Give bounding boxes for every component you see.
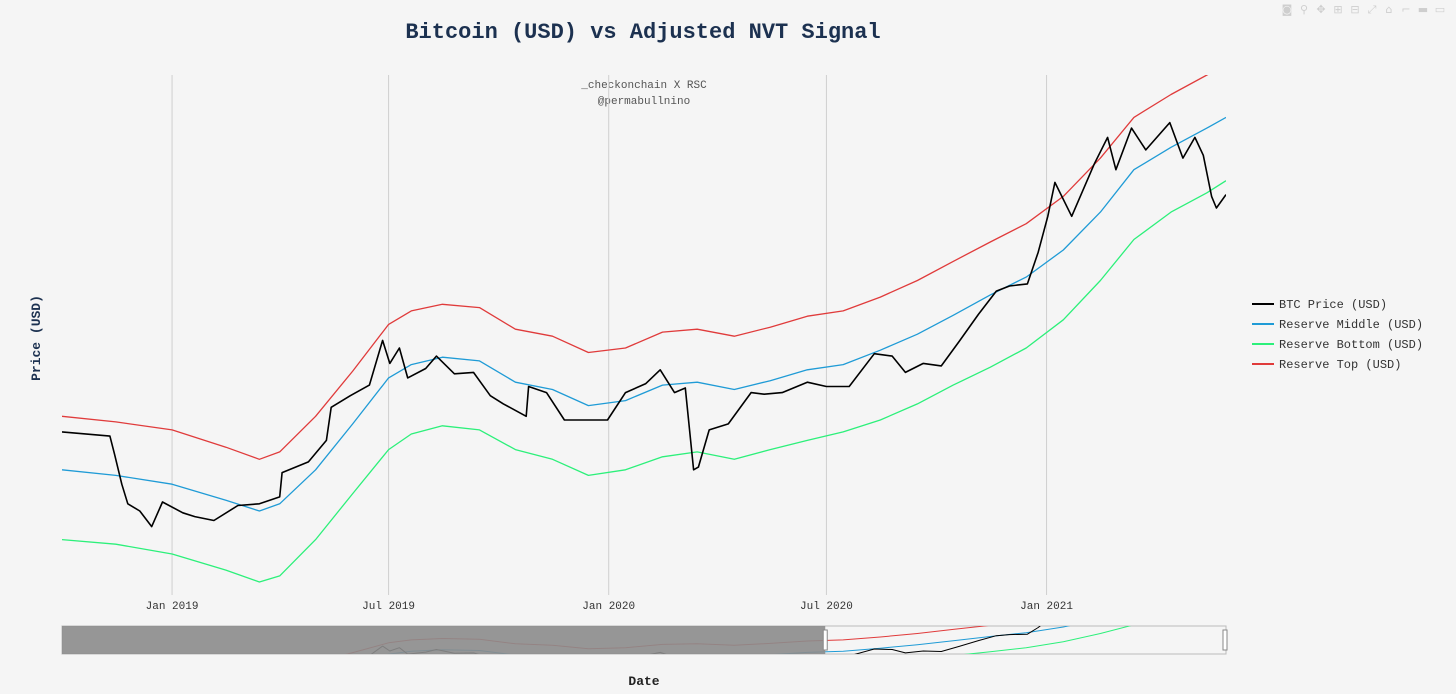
slider-reserve-bottom-usd-line	[963, 626, 1132, 654]
chart-title: Bitcoin (USD) vs Adjusted NVT Signal	[405, 20, 880, 45]
legend-entry[interactable]: Reserve Top (USD)	[1279, 358, 1401, 372]
reserve-middle-usd-line	[62, 116, 1226, 512]
spike-lines-icon[interactable]: ⌐	[1401, 3, 1411, 16]
chart-annotation-line: @permabullnino	[598, 96, 690, 108]
legend-entry[interactable]: BTC Price (USD)	[1279, 298, 1387, 312]
btc-price-usd-line	[62, 121, 1226, 528]
chart-annotation-line: _checkonchain X RSC	[580, 80, 707, 92]
legend-entry[interactable]: Reserve Bottom (USD)	[1279, 338, 1423, 352]
reset-axes-icon[interactable]: ⌂	[1385, 3, 1393, 16]
hover-compare-icon[interactable]: ▭	[1434, 3, 1446, 16]
legend-entry[interactable]: Reserve Middle (USD)	[1279, 318, 1423, 332]
camera-icon[interactable]: ◙	[1281, 3, 1293, 16]
slider-reserve-middle-usd-line	[387, 626, 1071, 654]
range-slider-right-handle[interactable]	[1222, 629, 1228, 651]
pan-icon[interactable]: ✥	[1316, 3, 1326, 16]
reserve-top-usd-line	[62, 75, 1209, 460]
x-axis-title: Date	[628, 674, 659, 689]
x-tick-label: Jul 2019	[362, 601, 415, 613]
hover-closest-icon[interactable]: ▬	[1417, 3, 1429, 16]
autoscale-icon[interactable]: ⤢	[1367, 3, 1377, 16]
zoom-in-icon[interactable]: ⊞	[1333, 3, 1343, 16]
reserve-bottom-usd-line	[62, 180, 1226, 583]
range-slider-mask	[62, 626, 826, 654]
zoom-icon[interactable]: ⚲	[1299, 3, 1309, 16]
zoom-out-icon[interactable]: ⊟	[1350, 3, 1360, 16]
range-slider-left-handle[interactable]	[822, 629, 828, 651]
plot-series-group	[62, 75, 1226, 583]
x-tick-label: Jan 2019	[146, 601, 199, 613]
modebar-toolbar: ◙ ⚲ ✥ ⊞ ⊟ ⤢ ⌂ ⌐ ▬ ▭	[1281, 4, 1446, 16]
x-tick-label: Jan 2020	[582, 601, 635, 613]
x-tick-label: Jan 2021	[1020, 601, 1073, 613]
y-axis-title: Price (USD)	[29, 295, 44, 381]
x-tick-label: Jul 2020	[800, 601, 853, 613]
